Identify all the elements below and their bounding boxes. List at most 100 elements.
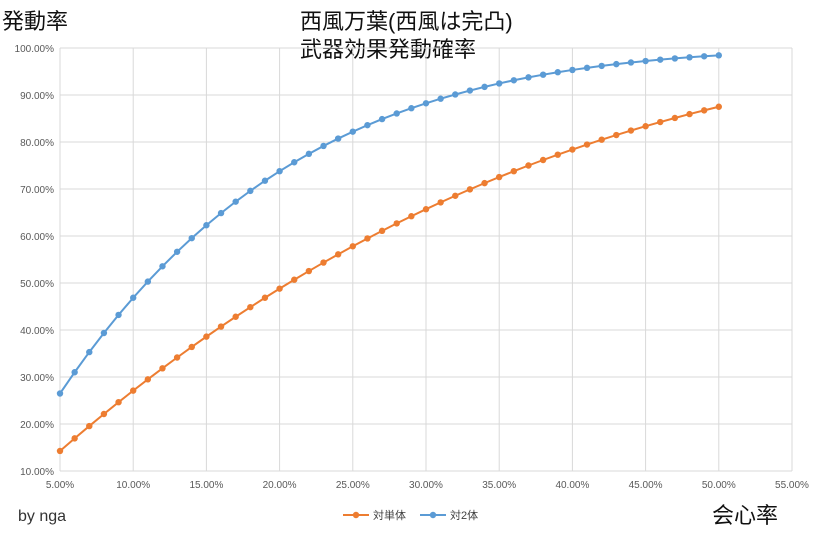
y-tick-label: 60.00% [20,232,54,243]
legend-label: 対単体 [373,508,406,522]
data-point [539,71,547,78]
data-point [393,110,400,117]
legend-item: 対単体 [343,508,406,522]
data-point [173,248,181,255]
data-point [115,311,122,319]
x-tick-label: 50.00% [702,480,736,491]
data-point [56,390,64,397]
data-point [349,243,356,250]
data-point [173,354,181,361]
y-tick-label: 20.00% [20,420,54,431]
data-point [686,54,693,61]
legend-marker [429,511,437,519]
data-point [232,313,239,320]
data-point [437,95,444,102]
data-point [364,235,371,242]
chart-title: 西風万葉(西風は完凸) [300,9,513,34]
data-point [144,278,152,285]
data-point [291,159,298,166]
data-point [305,267,313,275]
x-tick-label: 35.00% [482,480,516,491]
data-point [452,91,459,98]
data-point [422,100,430,107]
legend-label: 対2体 [450,508,478,522]
y-tick-label: 90.00% [20,91,54,102]
x-tick-label: 20.00% [263,480,297,491]
data-point [657,118,664,126]
data-point [481,83,488,91]
data-point [56,447,64,455]
series-1 [56,103,722,455]
data-point [305,150,313,158]
data-point [598,62,605,70]
chart-subtitle: 武器効果発動確率 [300,37,477,62]
data-point [466,186,474,193]
x-axis-title: 会心率 [712,503,779,528]
data-point [598,136,605,143]
y-tick-label: 50.00% [20,279,54,290]
data-point [466,87,474,94]
data-point [261,177,269,184]
data-point [320,259,327,266]
data-point [364,121,371,129]
data-point [627,59,635,66]
data-point [715,52,722,59]
data-point [130,387,137,394]
data-point [159,263,166,270]
data-point [291,276,298,283]
data-point [496,173,503,181]
data-point [569,66,576,74]
data-point [130,294,137,301]
data-point [144,376,152,383]
y-axis-title: 発動率 [2,9,69,34]
data-point [715,103,722,110]
series-line [59,105,720,452]
data-point [378,115,386,123]
legend-marker [352,511,360,519]
data-point [247,187,254,195]
data-point [247,303,254,311]
data-point [276,285,283,292]
x-tick-label: 15.00% [189,480,223,491]
y-tick-label: 100.00% [15,44,55,55]
x-tick-label: 30.00% [409,480,443,491]
data-point [408,105,415,112]
data-point [217,209,225,217]
x-tick-label: 45.00% [629,480,663,491]
data-point [437,199,444,206]
data-point [159,365,166,372]
data-point [334,135,342,142]
y-tick-label: 80.00% [20,138,54,149]
data-point [569,146,576,153]
data-point [613,131,620,139]
data-point [100,329,108,337]
data-point [554,151,561,158]
data-point [671,55,679,62]
legend-item: 対2体 [420,508,478,522]
data-point [334,251,342,258]
data-point [671,114,679,122]
data-point [452,192,459,199]
data-point [510,167,518,175]
data-point [583,64,591,72]
x-tick-label: 10.00% [116,480,150,491]
data-point [408,213,415,220]
data-point [481,179,488,187]
y-tick-label: 40.00% [20,326,54,337]
data-point [188,343,195,351]
x-tick-label: 25.00% [336,480,370,491]
data-point [422,206,430,213]
data-point [700,53,708,60]
data-point [86,348,93,356]
data-point [510,77,518,84]
data-point [686,110,693,118]
data-point [100,410,108,418]
data-point [554,69,561,76]
data-point [217,323,225,330]
data-point [261,294,269,301]
data-point [642,57,649,65]
y-tick-label: 10.00% [20,467,54,478]
data-point [115,398,122,406]
data-point [276,167,283,175]
